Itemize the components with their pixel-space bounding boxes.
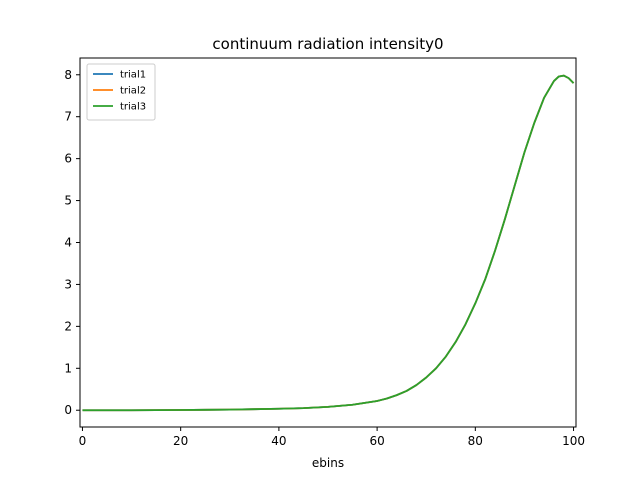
y-tick-label: 0 (64, 403, 72, 417)
y-tick-label: 1 (64, 361, 72, 375)
legend-label-trial2: trial2 (120, 86, 146, 97)
x-tick-label: 0 (79, 434, 87, 448)
x-tick-label: 40 (271, 434, 286, 448)
legend-label-trial3: trial3 (120, 102, 146, 113)
plot-area: 0 20 40 60 80 100 0 1 2 3 4 5 6 7 8 trial1 trial2 trial3 (64, 57, 585, 448)
y-tick-label: 6 (64, 152, 72, 166)
y-tick-label: 8 (64, 68, 72, 82)
x-tick-label: 80 (468, 434, 483, 448)
y-tick-label: 4 (64, 236, 72, 250)
y-tick-label: 2 (64, 319, 72, 333)
x-tick-label: 60 (369, 434, 384, 448)
x-tick-label: 20 (173, 434, 188, 448)
legend-label-trial1: trial1 (120, 70, 146, 81)
y-tick-label: 5 (64, 194, 72, 208)
x-axis-label: ebins (312, 456, 344, 470)
series-line-trial3 (82, 74, 575, 412)
y-tick-label: 3 (64, 277, 72, 291)
chart-title: continuum radiation intensity0 (212, 35, 443, 53)
y-tick-label: 7 (64, 110, 72, 124)
x-tick-label: 100 (562, 434, 585, 448)
